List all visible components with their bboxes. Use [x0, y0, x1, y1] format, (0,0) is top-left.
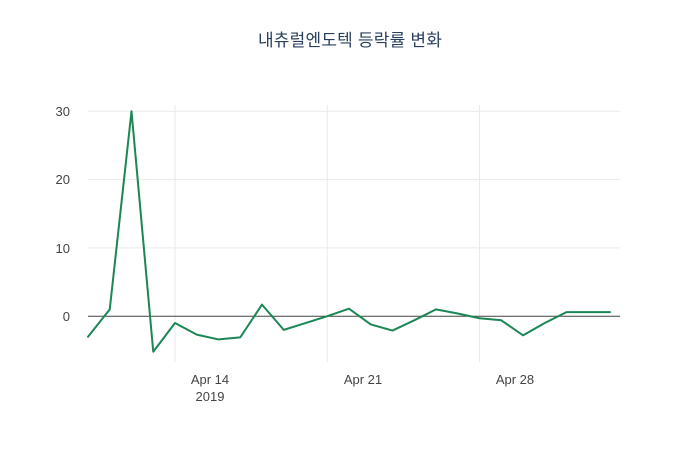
x-axis-tick-apr-28: Apr 28 [470, 371, 560, 388]
vertical-gridlines [174, 105, 480, 362]
data-line-series-1 [87, 110, 611, 353]
y-axis-tick-10: 10 [55, 241, 70, 256]
horizontal-gridlines [88, 110, 620, 249]
y-axis-tick-0: 0 [62, 309, 70, 324]
y-axis-tick-20: 20 [55, 172, 70, 187]
y-axis-tick-30: 30 [55, 104, 70, 119]
x-axis-tick-apr-14-year: 2019 [195, 389, 225, 404]
x-axis-tick-apr-14-main: Apr 14 [190, 372, 230, 387]
x-axis-tick-apr-21-main: Apr 21 [343, 372, 383, 387]
chart-title: 내츄럴엔도텍 등락률 변화 [257, 31, 443, 50]
x-axis-tick-apr-21: Apr 21 [318, 371, 408, 388]
x-axis-tick-apr-28-main: Apr 28 [495, 372, 535, 387]
x-axis-tick-apr-14: Apr 14 2019 [165, 371, 255, 405]
